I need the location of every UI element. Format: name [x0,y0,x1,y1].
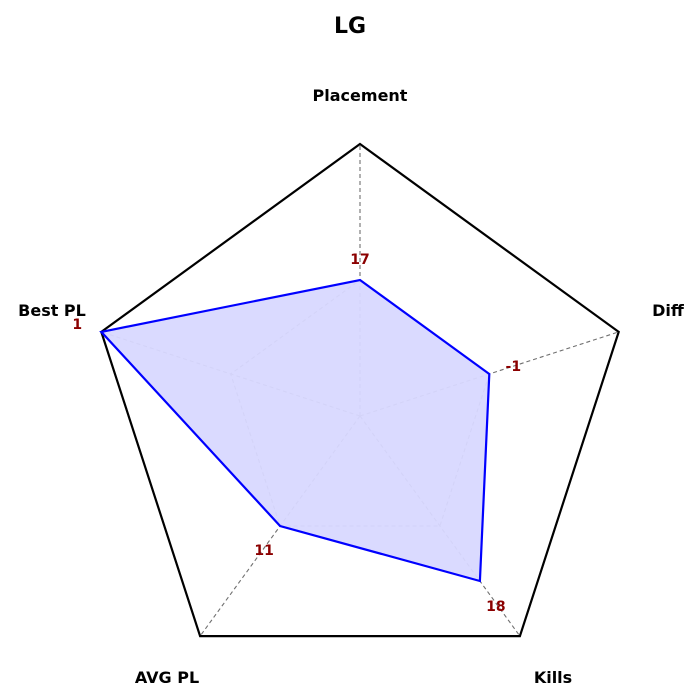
radar-outer-boundary [100,142,620,638]
axis-label-diff: Diff [652,301,685,320]
axis-label-best-pl: Best PL [18,301,86,320]
value-label-placement: 17 [350,252,369,268]
axis-label-kills: Kills [534,668,572,687]
value-label-kills: 18 [486,599,505,615]
axis-labels: Placement Diff Kills AVG PL Best PL [18,86,685,687]
value-label-diff: -1 [506,359,522,375]
value-label-avg-pl: 11 [254,543,273,559]
series-line [99,278,491,583]
axis-label-placement: Placement [313,86,408,105]
series-area [101,280,490,581]
chart-title: LG [334,14,366,39]
value-label-best-pl: 1 [72,317,82,333]
axis-label-avg-pl: AVG PL [135,668,199,687]
